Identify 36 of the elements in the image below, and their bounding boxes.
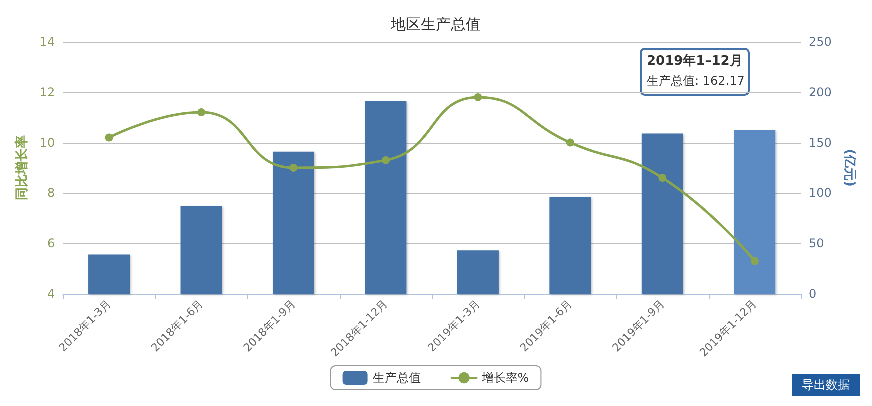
point xyxy=(474,93,482,102)
y-tick-label: 10 xyxy=(40,136,56,150)
point xyxy=(105,134,114,142)
y2-tick-label: 100 xyxy=(809,186,832,200)
legend-label: 增长率% xyxy=(480,371,530,385)
y2-tick-label: 150 xyxy=(809,136,832,150)
y-tick-label: 6 xyxy=(48,236,56,251)
annotation: 生产总值: 162.17 xyxy=(647,74,745,88)
text: 导出数据 xyxy=(802,378,850,392)
bar xyxy=(88,254,130,294)
y-tick-label: 14 xyxy=(40,35,56,49)
y-tick-label: 12 xyxy=(40,85,56,100)
bar xyxy=(734,130,776,294)
y2-axis-title: (亿元) xyxy=(842,149,857,187)
point xyxy=(198,108,206,117)
point xyxy=(566,138,574,147)
bar xyxy=(457,250,499,294)
y2-tick-label: 200 xyxy=(809,85,832,100)
chart-title: 地区生产总值 xyxy=(390,16,481,34)
bar xyxy=(550,197,592,294)
y-tick-label: 4 xyxy=(48,287,56,301)
annotation: 2019年1–12月 xyxy=(647,54,743,69)
point xyxy=(658,174,667,182)
bar xyxy=(365,101,407,294)
legend-label: 生产总值 xyxy=(372,371,421,385)
bar xyxy=(180,206,222,294)
point xyxy=(750,257,759,266)
y2-tick-label: 250 xyxy=(809,35,832,49)
point xyxy=(382,156,390,164)
y-tick-label: 8 xyxy=(48,186,56,200)
y-axis-title: 同比增长率 xyxy=(14,136,30,200)
bar xyxy=(272,152,314,294)
y2-tick-label: 50 xyxy=(809,236,824,251)
bar xyxy=(642,134,684,294)
y2-tick-label: 0 xyxy=(809,287,817,301)
point xyxy=(290,164,298,172)
